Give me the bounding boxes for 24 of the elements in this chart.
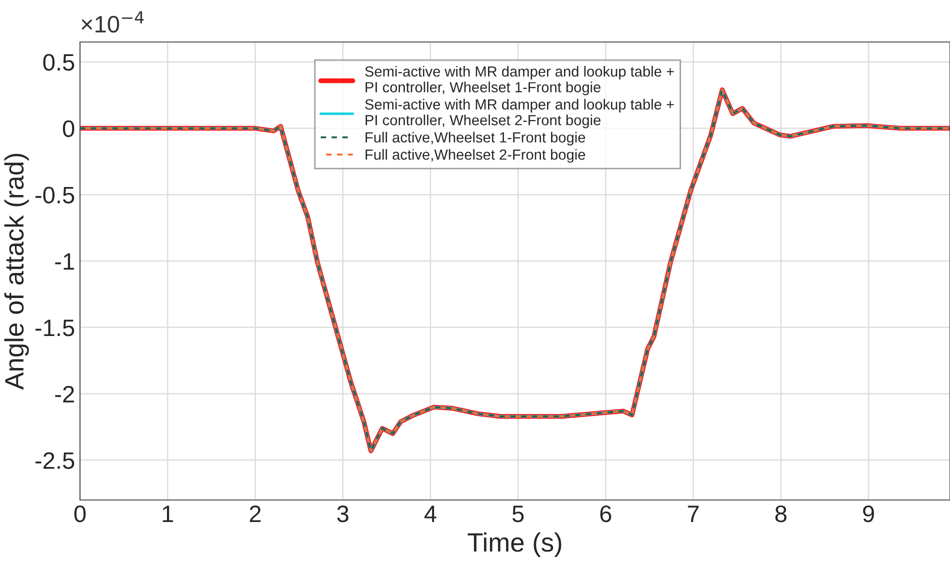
x-tick-label: 1 (162, 506, 174, 522)
x-tick-label: 0 (74, 505, 86, 522)
y-axis-title: Angle of attack (rad) (4, 154, 29, 390)
y-tick-label: -0.5 (36, 186, 74, 204)
text: ×10$^{−4}$ (82, 11, 144, 33)
x-tick-label: 8 (775, 505, 786, 522)
y-tick-label: 0.5 (43, 54, 74, 71)
y-tick-label: -2.5 (36, 452, 74, 469)
x-tick-label: 3 (337, 505, 348, 522)
legend-label: Semi-active with MR damper and lookup table + PI controller, Wheelset 1-Front bogie (365, 66, 674, 96)
y-tick-label: -1 (55, 253, 74, 270)
x-tick-label: 9 (863, 505, 874, 522)
x-axis-title: Time (s) (468, 532, 562, 558)
x-tick-label: 5 (512, 506, 524, 522)
x-tick-label: 4 (424, 506, 436, 522)
y-tick-label: -1.5 (36, 320, 74, 336)
x-tick-label: 2 (250, 505, 261, 522)
y-tick-label: 0 (62, 120, 74, 138)
legend-label: Full active,Wheelset 2-Front bogie (366, 149, 586, 163)
x-tick-label: 6 (600, 505, 612, 522)
legend-label: Semi-active with MR damper and lookup table + PI controller, Wheelset 2-Front bogie (365, 98, 674, 128)
y-tick-label: -2 (55, 386, 74, 402)
x-tick-label: 7 (688, 506, 699, 522)
legend-label: Full active,Wheelset 1-Front bogie (366, 132, 586, 146)
